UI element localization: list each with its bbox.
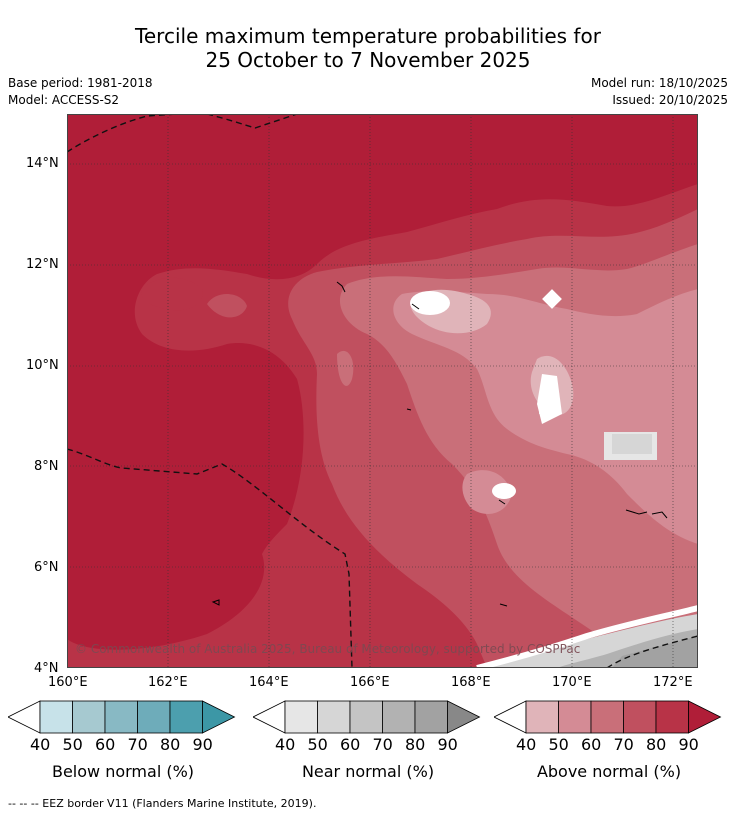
above-normal-label: Above normal (%) — [536, 762, 682, 781]
lat-label-4n: 4°N — [34, 661, 59, 676]
above-normal-tick-40: 40 — [516, 735, 537, 754]
below-normal-tick-50: 50 — [62, 735, 83, 754]
base-period: Base period: 1981-2018 — [8, 76, 153, 90]
title-line2: 25 October to 7 November 2025 — [205, 48, 531, 72]
eez-footnote: -- -- -- EEZ border V11 (Flanders Marine… — [8, 797, 317, 810]
lon-label-168e: 168°E — [451, 675, 491, 690]
above-normal-swatch-60 — [590, 700, 624, 734]
below-normal-label: Below normal (%) — [51, 762, 195, 781]
eez-borders — [67, 114, 698, 668]
title-line1: Tercile maximum temperature probabilitie… — [135, 24, 601, 48]
map-canvas — [67, 114, 698, 668]
below-normal-swatch-50 — [72, 700, 106, 734]
above-normal-over-swatch — [688, 700, 722, 734]
lat-label-12n: 12°N — [26, 257, 59, 272]
near-normal-tick-70: 70 — [372, 735, 393, 754]
near-normal-swatch-50 — [317, 700, 351, 734]
near-normal-swatch-80 — [414, 700, 448, 734]
near-normal-over-swatch — [447, 700, 481, 734]
probability-map: © Commonwealth of Australia 2025, Bureau… — [67, 114, 698, 668]
region-white-4 — [542, 289, 562, 309]
region-above-50-patch — [462, 470, 512, 514]
region-white-3 — [492, 483, 516, 499]
near-normal-tick-90: 90 — [437, 735, 458, 754]
above-normal-swatch-50 — [558, 700, 592, 734]
below-normal-swatch-80 — [169, 700, 203, 734]
above-normal-tick-50: 50 — [548, 735, 569, 754]
lat-label-10n: 10°N — [26, 358, 59, 373]
lon-label-172e: 172°E — [653, 675, 693, 690]
above-normal-tick-70: 70 — [613, 735, 634, 754]
lon-label-164e: 164°E — [249, 675, 289, 690]
issued-date: Issued: 20/10/2025 — [612, 93, 728, 107]
region-white-1 — [410, 291, 450, 315]
below-normal-colorbar — [8, 700, 236, 734]
near-normal-tick-80: 80 — [405, 735, 426, 754]
below-normal-swatch-40 — [39, 700, 73, 734]
region-near-se-3 — [612, 636, 698, 668]
near-normal-tick-50: 50 — [307, 735, 328, 754]
below-normal-under-swatch — [8, 700, 41, 734]
region-above-60-patch — [337, 350, 354, 386]
above-normal-swatch-40 — [525, 700, 559, 734]
region-above-80-patch — [141, 277, 203, 311]
below-normal-swatch-70 — [137, 700, 171, 734]
region-near-60 — [612, 434, 652, 454]
below-normal-tick-80: 80 — [160, 735, 181, 754]
model-name: Model: ACCESS-S2 — [8, 93, 120, 107]
above-normal-under-swatch — [494, 700, 527, 734]
above-normal-tick-90: 90 — [678, 735, 699, 754]
near-normal-tick-40: 40 — [275, 735, 296, 754]
lat-label-8n: 8°N — [34, 459, 59, 474]
graticule — [67, 114, 698, 668]
lon-label-162e: 162°E — [148, 675, 188, 690]
above-normal-tick-60: 60 — [581, 735, 602, 754]
model-run: Model run: 18/10/2025 — [590, 76, 728, 90]
below-normal-swatch-60 — [104, 700, 138, 734]
near-normal-label: Near normal (%) — [301, 762, 435, 781]
above-normal-colorbar — [494, 700, 722, 734]
near-normal-under-swatch — [253, 700, 286, 734]
lat-label-14n: 14°N — [26, 156, 59, 171]
below-normal-tick-60: 60 — [95, 735, 116, 754]
lon-label-160e: 160°E — [48, 675, 88, 690]
region-white-se — [476, 605, 698, 668]
lat-label-6n: 6°N — [34, 560, 59, 575]
islands — [211, 281, 668, 607]
near-normal-tick-60: 60 — [340, 735, 361, 754]
above-normal-tick-80: 80 — [646, 735, 667, 754]
lon-label-170e: 170°E — [552, 675, 592, 690]
near-normal-swatch-40 — [284, 700, 318, 734]
above-normal-swatch-80 — [655, 700, 689, 734]
near-normal-swatch-60 — [349, 700, 383, 734]
region-above-70-patch — [207, 294, 247, 318]
below-normal-tick-90: 90 — [192, 735, 213, 754]
near-normal-swatch-70 — [382, 700, 416, 734]
near-normal-colorbar — [253, 700, 481, 734]
lon-label-166e: 166°E — [350, 675, 390, 690]
below-normal-tick-40: 40 — [30, 735, 51, 754]
below-normal-over-swatch — [202, 700, 236, 734]
below-normal-tick-70: 70 — [127, 735, 148, 754]
above-normal-swatch-70 — [623, 700, 657, 734]
copyright-notice: © Commonwealth of Australia 2025, Bureau… — [75, 642, 581, 656]
region-white-2 — [537, 374, 562, 424]
